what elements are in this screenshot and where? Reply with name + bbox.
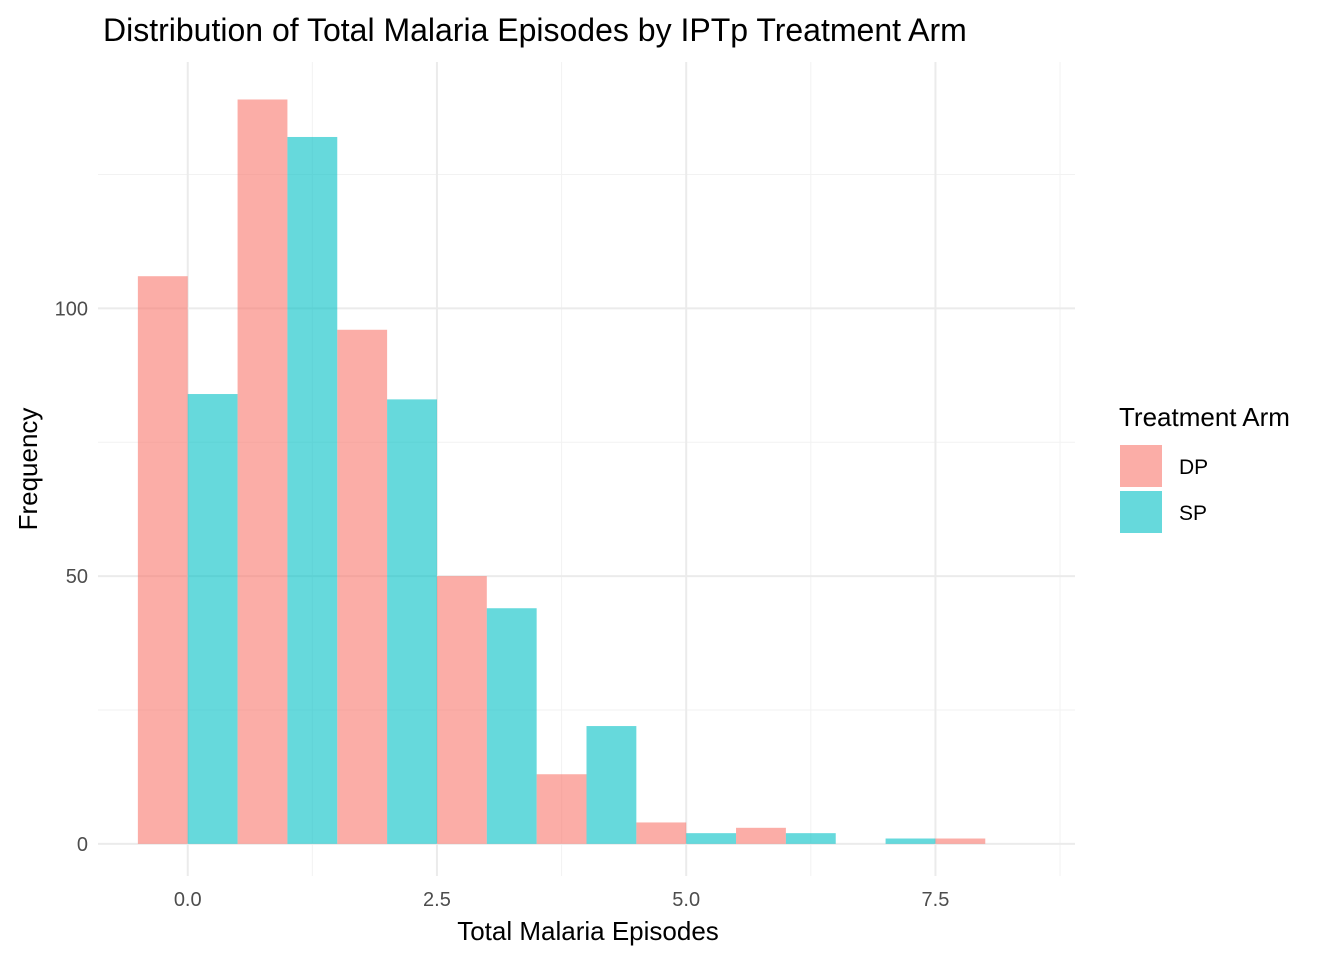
y-tick-label: 50 <box>66 566 88 588</box>
y-axis-label: Frequency <box>13 408 43 531</box>
bar-dp-3 <box>436 576 487 844</box>
bar-sp-3 <box>486 608 537 844</box>
bar-dp-2 <box>337 329 388 844</box>
x-tick-label: 2.5 <box>423 889 451 911</box>
legend-items: DP SP <box>1120 445 1208 533</box>
bar-dp-4 <box>536 774 587 844</box>
bar-sp-0 <box>187 394 238 844</box>
legend: Treatment Arm DP SP <box>1119 402 1290 533</box>
legend-key-dp <box>1120 445 1162 487</box>
bar-dp-0 <box>137 276 188 844</box>
x-tick-label: 0.0 <box>174 889 202 911</box>
y-tick-label: 0 <box>77 834 88 856</box>
bar-sp-6 <box>785 833 836 844</box>
bar-sp-5 <box>686 833 737 844</box>
legend-title: Treatment Arm <box>1119 402 1290 432</box>
axes: 0.0 2.5 5.0 7.5 0 50 100 <box>55 298 950 911</box>
legend-label-dp: DP <box>1179 456 1208 479</box>
x-tick-label: 7.5 <box>922 889 950 911</box>
x-tick-label: 5.0 <box>672 889 700 911</box>
bar-dp-8 <box>935 838 986 844</box>
bar-sp-2 <box>387 399 437 844</box>
bar-sp-4 <box>586 726 637 844</box>
bar-dp-6 <box>736 827 786 844</box>
x-axis-label: Total Malaria Episodes <box>457 916 719 946</box>
bar-sp-7 <box>885 838 936 844</box>
y-tick-label: 100 <box>55 298 88 320</box>
legend-label-sp: SP <box>1179 502 1207 525</box>
bars <box>137 99 986 844</box>
legend-key-sp <box>1120 491 1162 533</box>
chart-title: Distribution of Total Malaria Episodes b… <box>103 12 967 48</box>
bar-dp-1 <box>237 99 288 844</box>
bar-dp-5 <box>636 822 687 844</box>
bar-sp-1 <box>287 136 338 844</box>
